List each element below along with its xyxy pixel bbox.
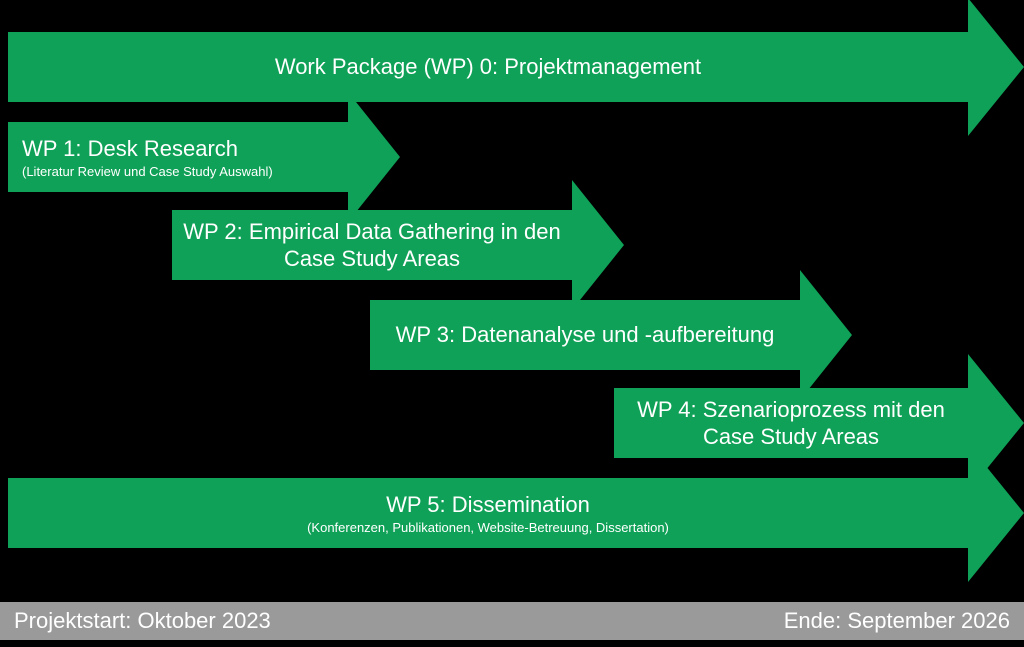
- wp3-title: WP 3: Datenanalyse und -aufbereitung: [396, 321, 775, 349]
- arrow-wp4: WP 4: Szenarioprozess mit den Case Study…: [614, 388, 1024, 458]
- wp1-subtitle: (Literatur Review und Case Study Auswahl…: [22, 164, 273, 179]
- project-start-label: Projektstart: Oktober 2023: [14, 608, 271, 634]
- arrow-wp2: WP 2: Empirical Data Gathering in den Ca…: [172, 210, 624, 280]
- wp5-title: WP 5: Dissemination: [386, 491, 590, 519]
- arrow-body-wp0: Work Package (WP) 0: Projektmanagement: [8, 32, 968, 102]
- arrow-wp5: WP 5: Dissemination (Konferenzen, Publik…: [8, 478, 1024, 548]
- arrow-head-wp1: [348, 92, 400, 222]
- arrow-wp3: WP 3: Datenanalyse und -aufbereitung: [370, 300, 852, 370]
- wp4-title: WP 4: Szenarioprozess mit den Case Study…: [624, 396, 958, 451]
- wp2-title: WP 2: Empirical Data Gathering in den Ca…: [182, 218, 562, 273]
- arrow-body-wp3: WP 3: Datenanalyse und -aufbereitung: [370, 300, 800, 370]
- arrow-body-wp5: WP 5: Dissemination (Konferenzen, Publik…: [8, 478, 968, 548]
- arrow-body-wp4: WP 4: Szenarioprozess mit den Case Study…: [614, 388, 968, 458]
- arrow-head-wp5: [968, 444, 1024, 582]
- arrow-body-wp2: WP 2: Empirical Data Gathering in den Ca…: [172, 210, 572, 280]
- arrow-wp0: Work Package (WP) 0: Projektmanagement: [8, 32, 1024, 102]
- arrow-head-wp0: [968, 0, 1024, 136]
- wp0-title: Work Package (WP) 0: Projektmanagement: [275, 53, 701, 81]
- timeline-footer: Projektstart: Oktober 2023 Ende: Septemb…: [0, 602, 1024, 640]
- arrow-body-wp1: WP 1: Desk Research (Literatur Review un…: [8, 122, 348, 192]
- wp5-subtitle: (Konferenzen, Publikationen, Website-Bet…: [307, 520, 669, 535]
- arrow-head-wp3: [800, 270, 852, 400]
- arrow-wp1: WP 1: Desk Research (Literatur Review un…: [8, 122, 400, 192]
- project-end-label: Ende: September 2026: [784, 608, 1010, 634]
- wp1-title: WP 1: Desk Research: [22, 135, 238, 163]
- arrow-head-wp2: [572, 180, 624, 310]
